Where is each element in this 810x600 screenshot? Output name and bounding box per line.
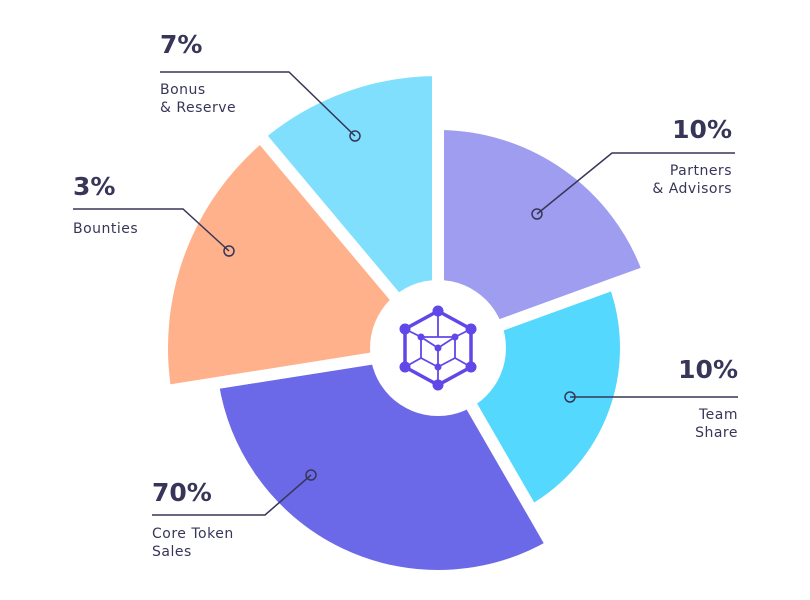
leader-bounties-dot: [223, 245, 235, 257]
slice-label-bonus: Bonus & Reserve: [160, 82, 237, 116]
leader-core-dot: [305, 469, 317, 481]
leader-bonus-dot: [349, 130, 361, 142]
slice-bounties: [156, 128, 450, 399]
slice-label-core: Core Token Sales: [152, 526, 234, 560]
slice-label-team: Team Share: [695, 407, 738, 441]
slice-bonus: [250, 63, 444, 365]
hexagon-network-icon: [399, 305, 477, 391]
leader-bounties: [73, 208, 230, 252]
leader-partners-dot: [531, 208, 543, 220]
slice-label-partners: Partners & Advisors: [652, 163, 732, 197]
slice-partners: [432, 117, 657, 357]
slice-label-bounties: Bounties: [73, 221, 139, 237]
leader-bonus: [160, 71, 356, 137]
leader-core: [152, 474, 312, 516]
slice-value-partners: 10%: [672, 115, 732, 144]
slice-value-core: 70%: [152, 478, 212, 507]
leader-partners: [536, 152, 735, 215]
slice-value-bonus: 7%: [160, 30, 203, 59]
slice-value-bounties: 3%: [73, 172, 116, 201]
leader-team-dot: [564, 391, 576, 403]
slice-value-team: 10%: [678, 355, 738, 384]
